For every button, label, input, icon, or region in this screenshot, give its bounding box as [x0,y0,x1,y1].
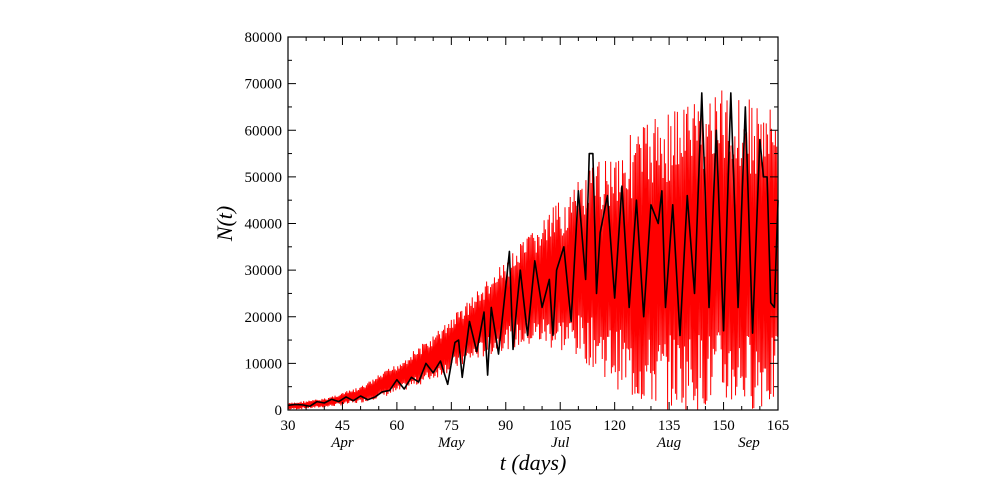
y-axis-title: N(t) [212,206,237,242]
x-tick-label: 75 [444,418,459,434]
y-tick-label: 80000 [245,30,283,46]
y-tick-label: 70000 [245,77,283,93]
x-tick-label: 90 [498,418,513,434]
x-tick-label: 150 [712,418,735,434]
y-tick-label: 0 [275,403,283,419]
axis-ticks [287,36,779,411]
month-label: Aug [656,435,682,451]
month-label: May [437,435,465,451]
x-tick-label: 120 [603,418,626,434]
x-tick-label: 45 [335,418,350,434]
x-axis-title: t (days) [500,450,567,475]
x-tick-label: 60 [389,418,404,434]
month-labels: Apr May Jul Aug Sep [330,435,760,451]
x-tick-label: 105 [549,418,572,434]
month-label: Apr [330,435,354,451]
month-label: Sep [738,435,760,451]
y-tick-label: 40000 [245,217,283,233]
series-black-line [287,92,779,408]
y-tick-label: 50000 [245,170,283,186]
y-tick-label: 10000 [245,356,283,372]
y-tick-label: 60000 [245,123,283,139]
y-tick-labels: 0 10000 20000 30000 40000 50000 60000 70000 8000… [245,30,283,419]
month-label: Jul [551,435,569,451]
x-tick-label: 165 [767,418,790,434]
y-tick-label: 30000 [245,263,283,279]
x-tick-label: 30 [281,418,296,434]
y-tick-label: 20000 [245,310,283,326]
x-tick-labels: 30 45 60 75 90 105 120 135 150 165 [281,418,790,434]
x-tick-label: 135 [658,418,681,434]
black-series-line [287,92,779,408]
